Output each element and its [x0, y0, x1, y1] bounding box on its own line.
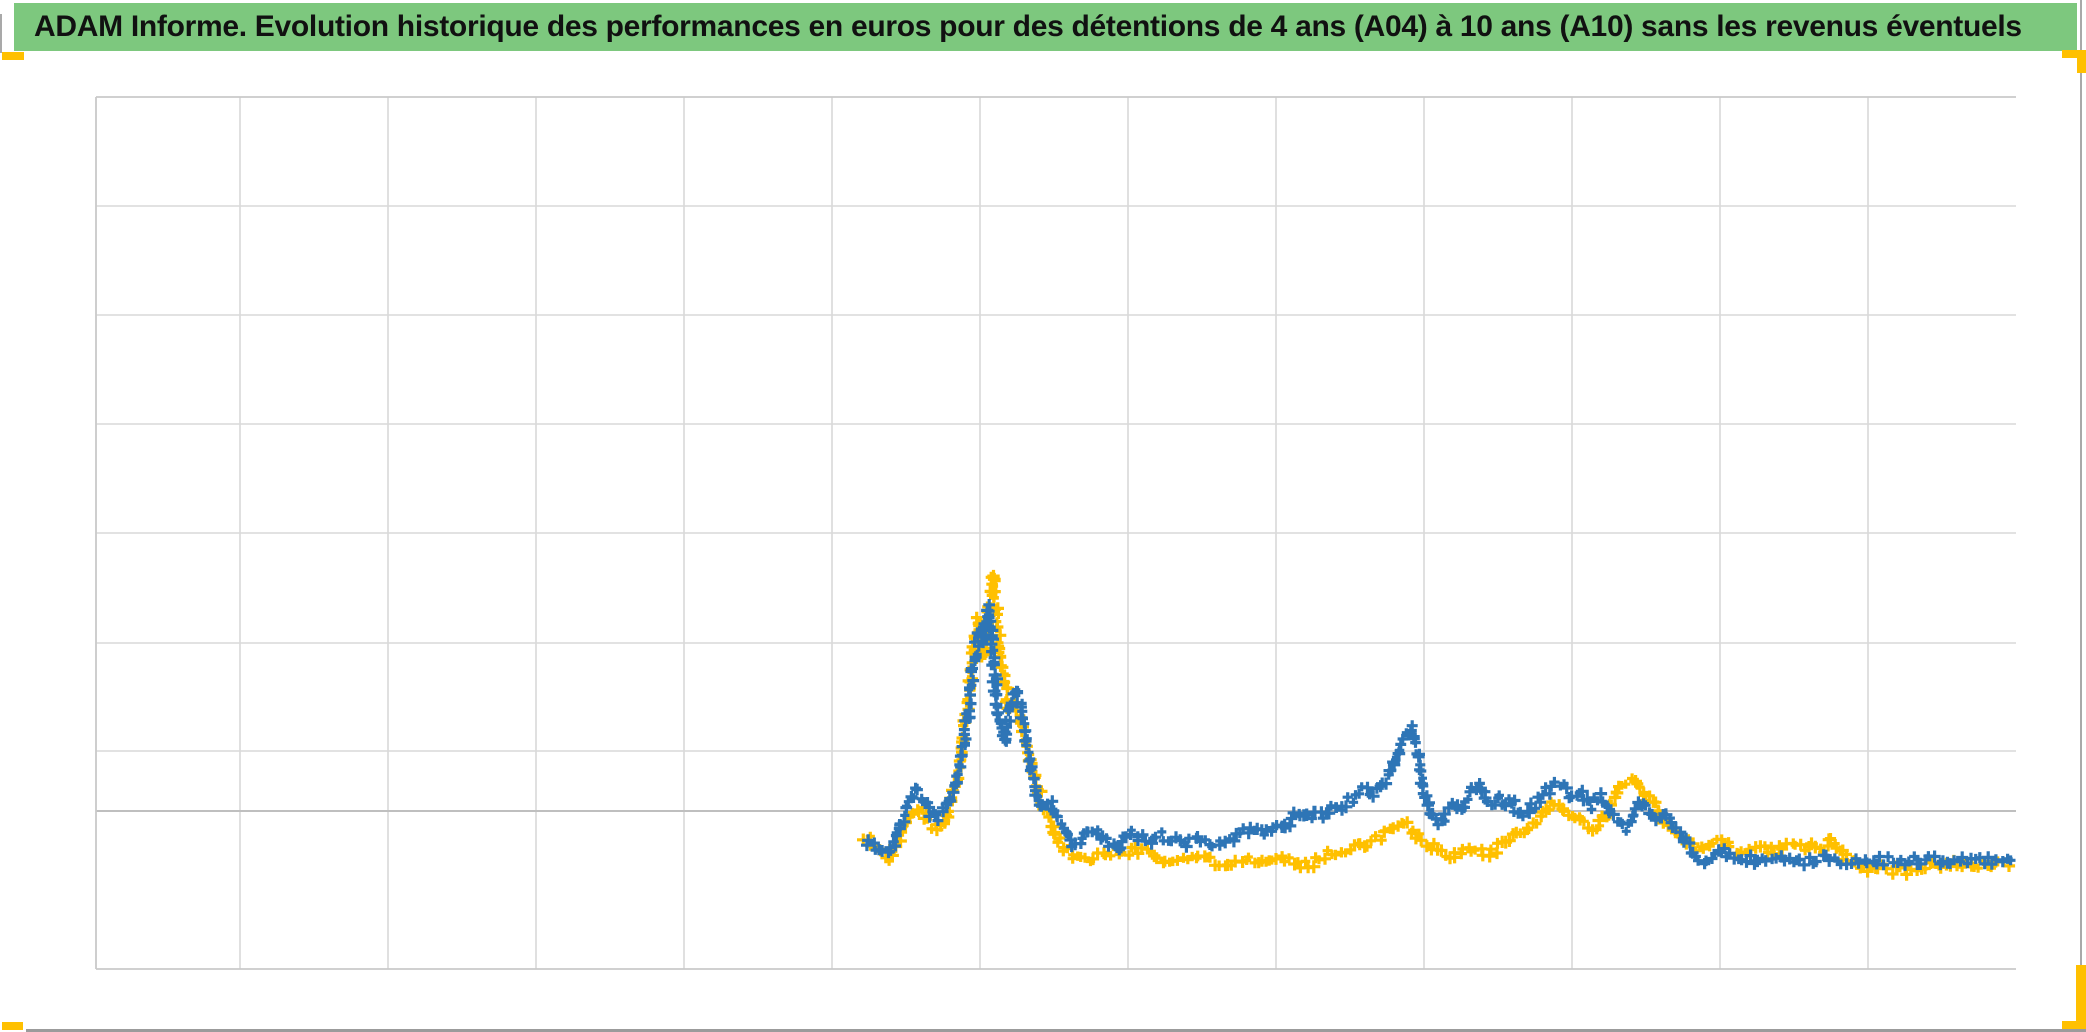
- corner-accent-top-right-h: [2062, 50, 2086, 58]
- bottom-rule: [26, 1029, 2086, 1032]
- page-title: ADAM Informe. Evolution historique des p…: [34, 10, 2022, 43]
- right-edge-line: [2080, 0, 2082, 965]
- title-banner: ADAM Informe. Evolution historique des p…: [14, 3, 2077, 51]
- chart-series: [857, 569, 2016, 881]
- left-edge-line: [0, 14, 2, 53]
- corner-accent-top-right-v: [2077, 50, 2086, 73]
- corner-accent-top-left: [2, 52, 24, 60]
- marker-cluster-series_blue: [861, 599, 2016, 872]
- corner-accent-bottom-right-h: [2062, 1021, 2086, 1032]
- gridlines: [95, 96, 2016, 970]
- corner-accent-bottom-right-v: [2076, 965, 2086, 1032]
- corner-accent-bottom-left: [2, 1022, 23, 1030]
- marker-cluster-series_yellow: [857, 569, 2016, 881]
